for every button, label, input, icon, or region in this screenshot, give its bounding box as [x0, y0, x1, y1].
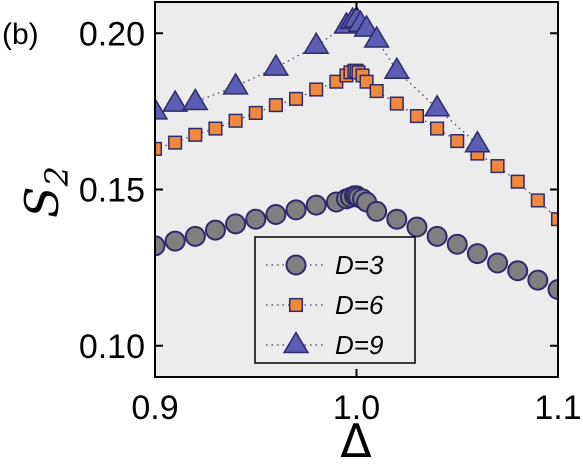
x-tick-label: 1.0: [333, 389, 380, 427]
data-point: [303, 31, 330, 54]
data-point: [208, 121, 223, 136]
data-point: [155, 141, 163, 156]
legend-label: D=9: [335, 330, 383, 360]
legend-label: D=6: [335, 290, 384, 320]
data-point: [426, 225, 448, 247]
data-point: [309, 82, 324, 97]
data-point: [527, 269, 549, 291]
data-point: [248, 105, 263, 120]
data-point: [222, 72, 249, 95]
x-tick-label: 1.1: [534, 389, 581, 427]
data-point: [547, 279, 558, 300]
series-d9: [155, 5, 491, 153]
data-point: [507, 260, 529, 282]
legend-box: [254, 236, 416, 364]
data-point: [245, 208, 267, 230]
y-axis: 0.10 0.15 0.20: [79, 15, 558, 366]
x-axis: 0.9 1.0 1.1: [131, 2, 582, 427]
data-point: [225, 213, 247, 235]
data-point: [155, 97, 169, 120]
data-point: [530, 193, 545, 208]
series-line: [155, 18, 478, 145]
data-point: [161, 89, 189, 112]
panel-label: (b): [2, 18, 39, 51]
data-point: [383, 56, 410, 79]
data-point: [363, 25, 390, 48]
legend-label: D=3: [335, 250, 384, 280]
x-axis-label: Δ: [340, 414, 372, 465]
data-point: [466, 243, 488, 265]
data-point: [550, 212, 558, 227]
legend-item: D=3: [266, 250, 384, 280]
data-point: [168, 135, 183, 150]
data-point: [184, 225, 206, 247]
data-point: [446, 233, 468, 255]
data-point: [289, 91, 304, 106]
data-point: [305, 194, 327, 216]
data-point: [389, 96, 404, 111]
series-d3: [155, 185, 558, 300]
data-point: [406, 216, 428, 238]
data-point: [164, 230, 186, 252]
series-layer: [155, 5, 558, 300]
data-point: [409, 109, 424, 124]
data-point: [262, 53, 290, 76]
data-point: [490, 159, 505, 174]
data-point: [510, 174, 525, 189]
data-point: [268, 98, 283, 113]
data-point: [464, 130, 491, 153]
data-point: [366, 200, 388, 222]
data-point: [450, 134, 465, 149]
data-point: [487, 252, 509, 274]
data-point: [188, 127, 203, 142]
data-point: [386, 208, 408, 230]
data-point: [265, 204, 287, 225]
data-point: [228, 113, 243, 128]
data-point: [182, 88, 209, 111]
legend-marker: [282, 331, 310, 354]
y-tick-label: 0.15: [79, 172, 145, 210]
data-point: [204, 219, 226, 241]
legend: D=3 D=6 D=9: [254, 236, 416, 364]
y-axis-label-main: S: [15, 186, 69, 218]
legend-marker: [288, 297, 304, 313]
data-point: [430, 121, 445, 136]
y-tick-label: 0.20: [79, 15, 145, 53]
legend-item: D=6: [266, 290, 384, 320]
legend-item: D=9: [266, 330, 383, 360]
x-tick-label: 0.9: [131, 389, 178, 427]
y-axis-label-subscript: 2: [38, 166, 76, 187]
legend-marker: [285, 254, 307, 276]
data-point: [353, 14, 380, 37]
data-point: [285, 199, 307, 221]
data-point: [155, 235, 166, 257]
y-tick-label: 0.10: [79, 328, 145, 366]
data-point: [423, 94, 451, 117]
y-axis-label: S2: [15, 166, 76, 218]
data-point: [369, 84, 384, 99]
